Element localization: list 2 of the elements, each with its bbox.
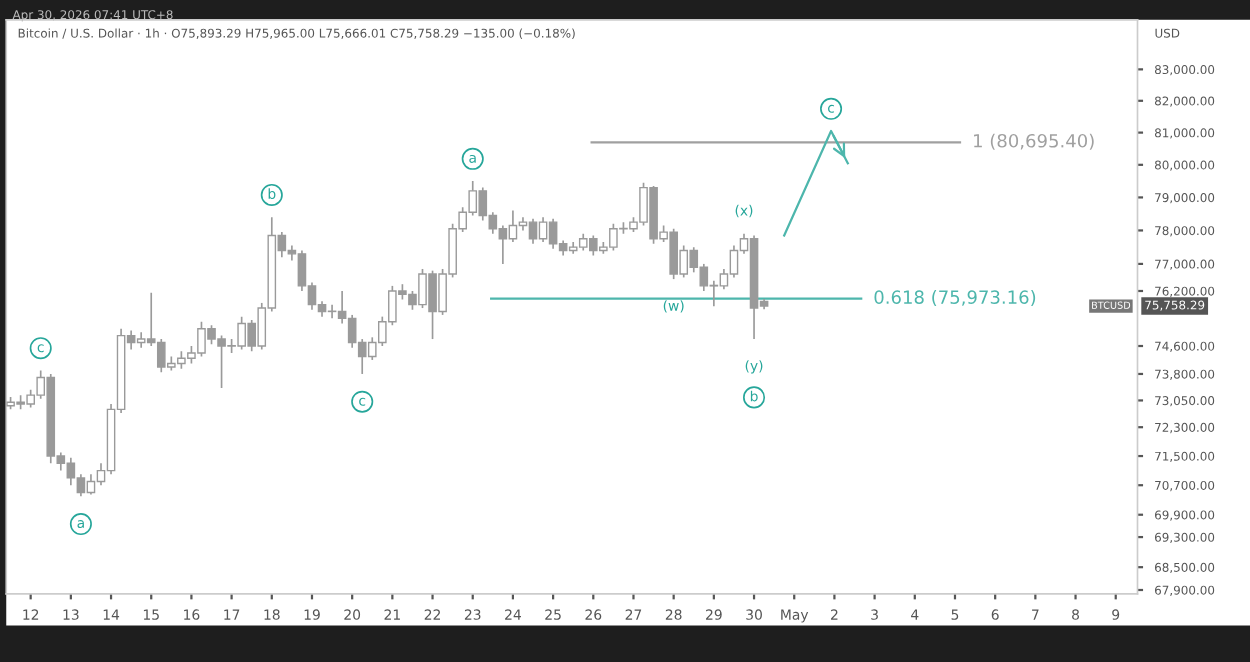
series-label: 1 (80,695.40) (974, 133, 1094, 150)
series-label: 0.618 (75,973.16) (874, 290, 1036, 307)
